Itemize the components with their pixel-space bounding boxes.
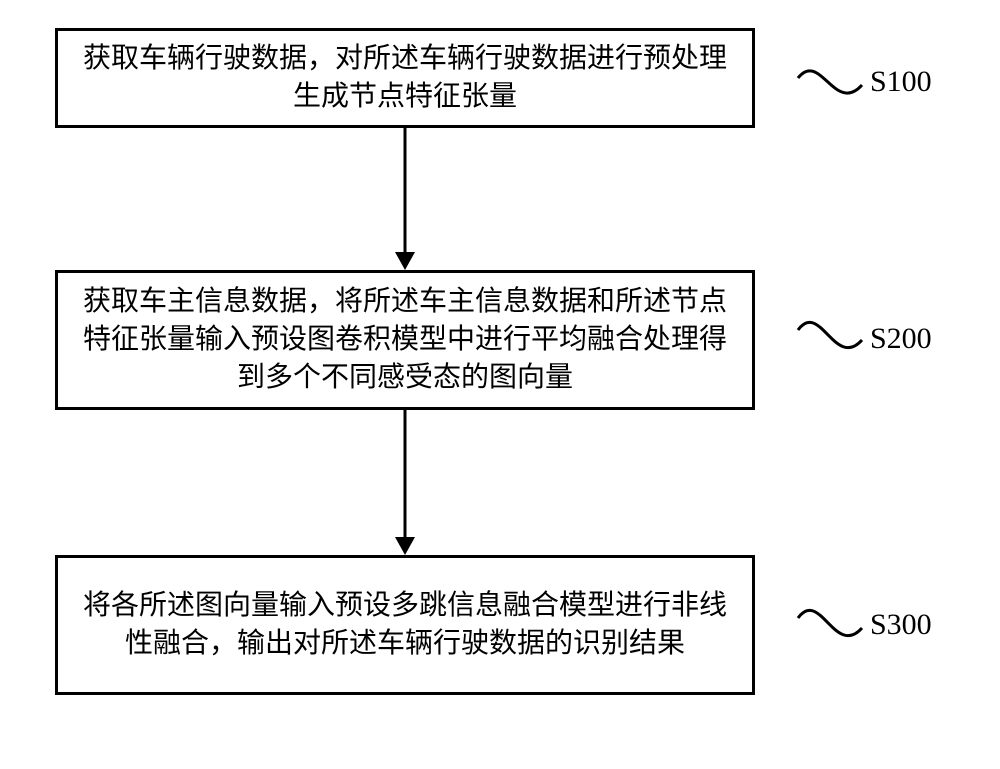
step-text-s200: 获取车主信息数据，将所述车主信息数据和所述节点特征张量输入预设图卷积模型中进行平… xyxy=(78,283,732,396)
arrow-s100-to-s200 xyxy=(385,128,425,270)
connector-s300 xyxy=(788,578,872,668)
step-label-s200: S200 xyxy=(870,322,932,356)
flowchart-canvas: 获取车辆行驶数据，对所述车辆行驶数据进行预处理生成节点特征张量 S100 获取车… xyxy=(0,0,1000,769)
connector-s200 xyxy=(788,290,872,380)
step-box-s200: 获取车主信息数据，将所述车主信息数据和所述节点特征张量输入预设图卷积模型中进行平… xyxy=(55,270,755,410)
step-text-s100: 获取车辆行驶数据，对所述车辆行驶数据进行预处理生成节点特征张量 xyxy=(78,40,732,116)
step-label-s300: S300 xyxy=(870,608,932,642)
step-box-s100: 获取车辆行驶数据，对所述车辆行驶数据进行预处理生成节点特征张量 xyxy=(55,28,755,128)
step-text-s300: 将各所述图向量输入预设多跳信息融合模型进行非线性融合，输出对所述车辆行驶数据的识… xyxy=(78,587,732,663)
step-label-s100: S100 xyxy=(870,65,932,99)
step-box-s300: 将各所述图向量输入预设多跳信息融合模型进行非线性融合，输出对所述车辆行驶数据的识… xyxy=(55,555,755,695)
connector-s100 xyxy=(788,40,872,125)
arrow-s200-to-s300 xyxy=(385,410,425,555)
